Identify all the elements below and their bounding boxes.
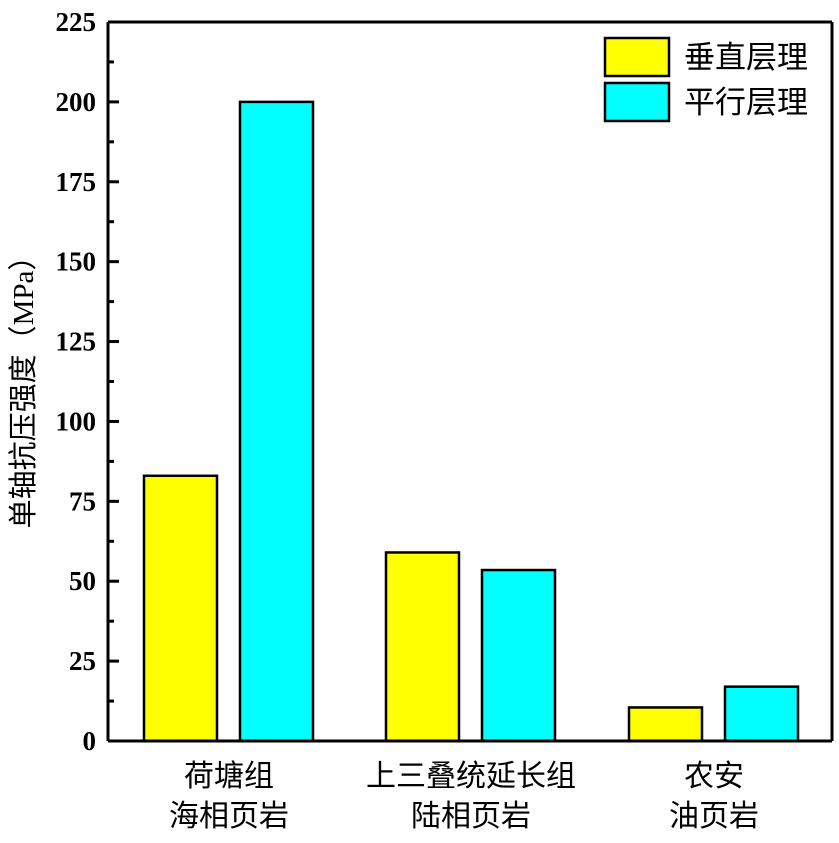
y-tick-label: 150 <box>56 247 97 277</box>
y-tick-label: 100 <box>56 406 97 436</box>
y-ticks-layer: 0 25 50 75 100 125 150 175 200 225 <box>56 7 119 756</box>
y-tick-label: 25 <box>69 646 96 676</box>
legend-swatch-1 <box>603 81 671 123</box>
y-tick-label: 225 <box>56 7 97 37</box>
y-tick-label: 200 <box>56 87 97 117</box>
legend-swatch-0 <box>603 36 671 78</box>
x-category-label: 荷塘组 <box>184 760 274 793</box>
bar-parallel-2 <box>723 685 800 743</box>
y-tick-label: 125 <box>56 327 97 357</box>
x-category-label: 陆相页岩 <box>411 800 531 833</box>
x-category-label: 上三叠统延长组 <box>366 760 576 793</box>
y-tick-label: 0 <box>83 726 97 756</box>
y-tick-label: 50 <box>69 566 96 596</box>
bar-parallel-0 <box>238 100 315 743</box>
x-category-label: 海相页岩 <box>169 800 289 833</box>
y-tick-label: 75 <box>69 486 96 516</box>
legend-label-1: 平行层理 <box>684 85 808 120</box>
bar-vertical-1 <box>384 551 461 743</box>
y-tick-label: 175 <box>56 167 97 197</box>
bars-layer <box>142 100 800 743</box>
legend-label-0: 垂直层理 <box>684 40 808 75</box>
bar-vertical-2 <box>627 706 704 743</box>
bar-vertical-0 <box>142 474 219 743</box>
x-category-label: 农安 <box>684 760 744 793</box>
y-axis-title: 单轴抗压强度（MPa） <box>7 242 40 529</box>
bar-parallel-1 <box>480 568 557 743</box>
x-category-label: 油页岩 <box>669 800 759 833</box>
